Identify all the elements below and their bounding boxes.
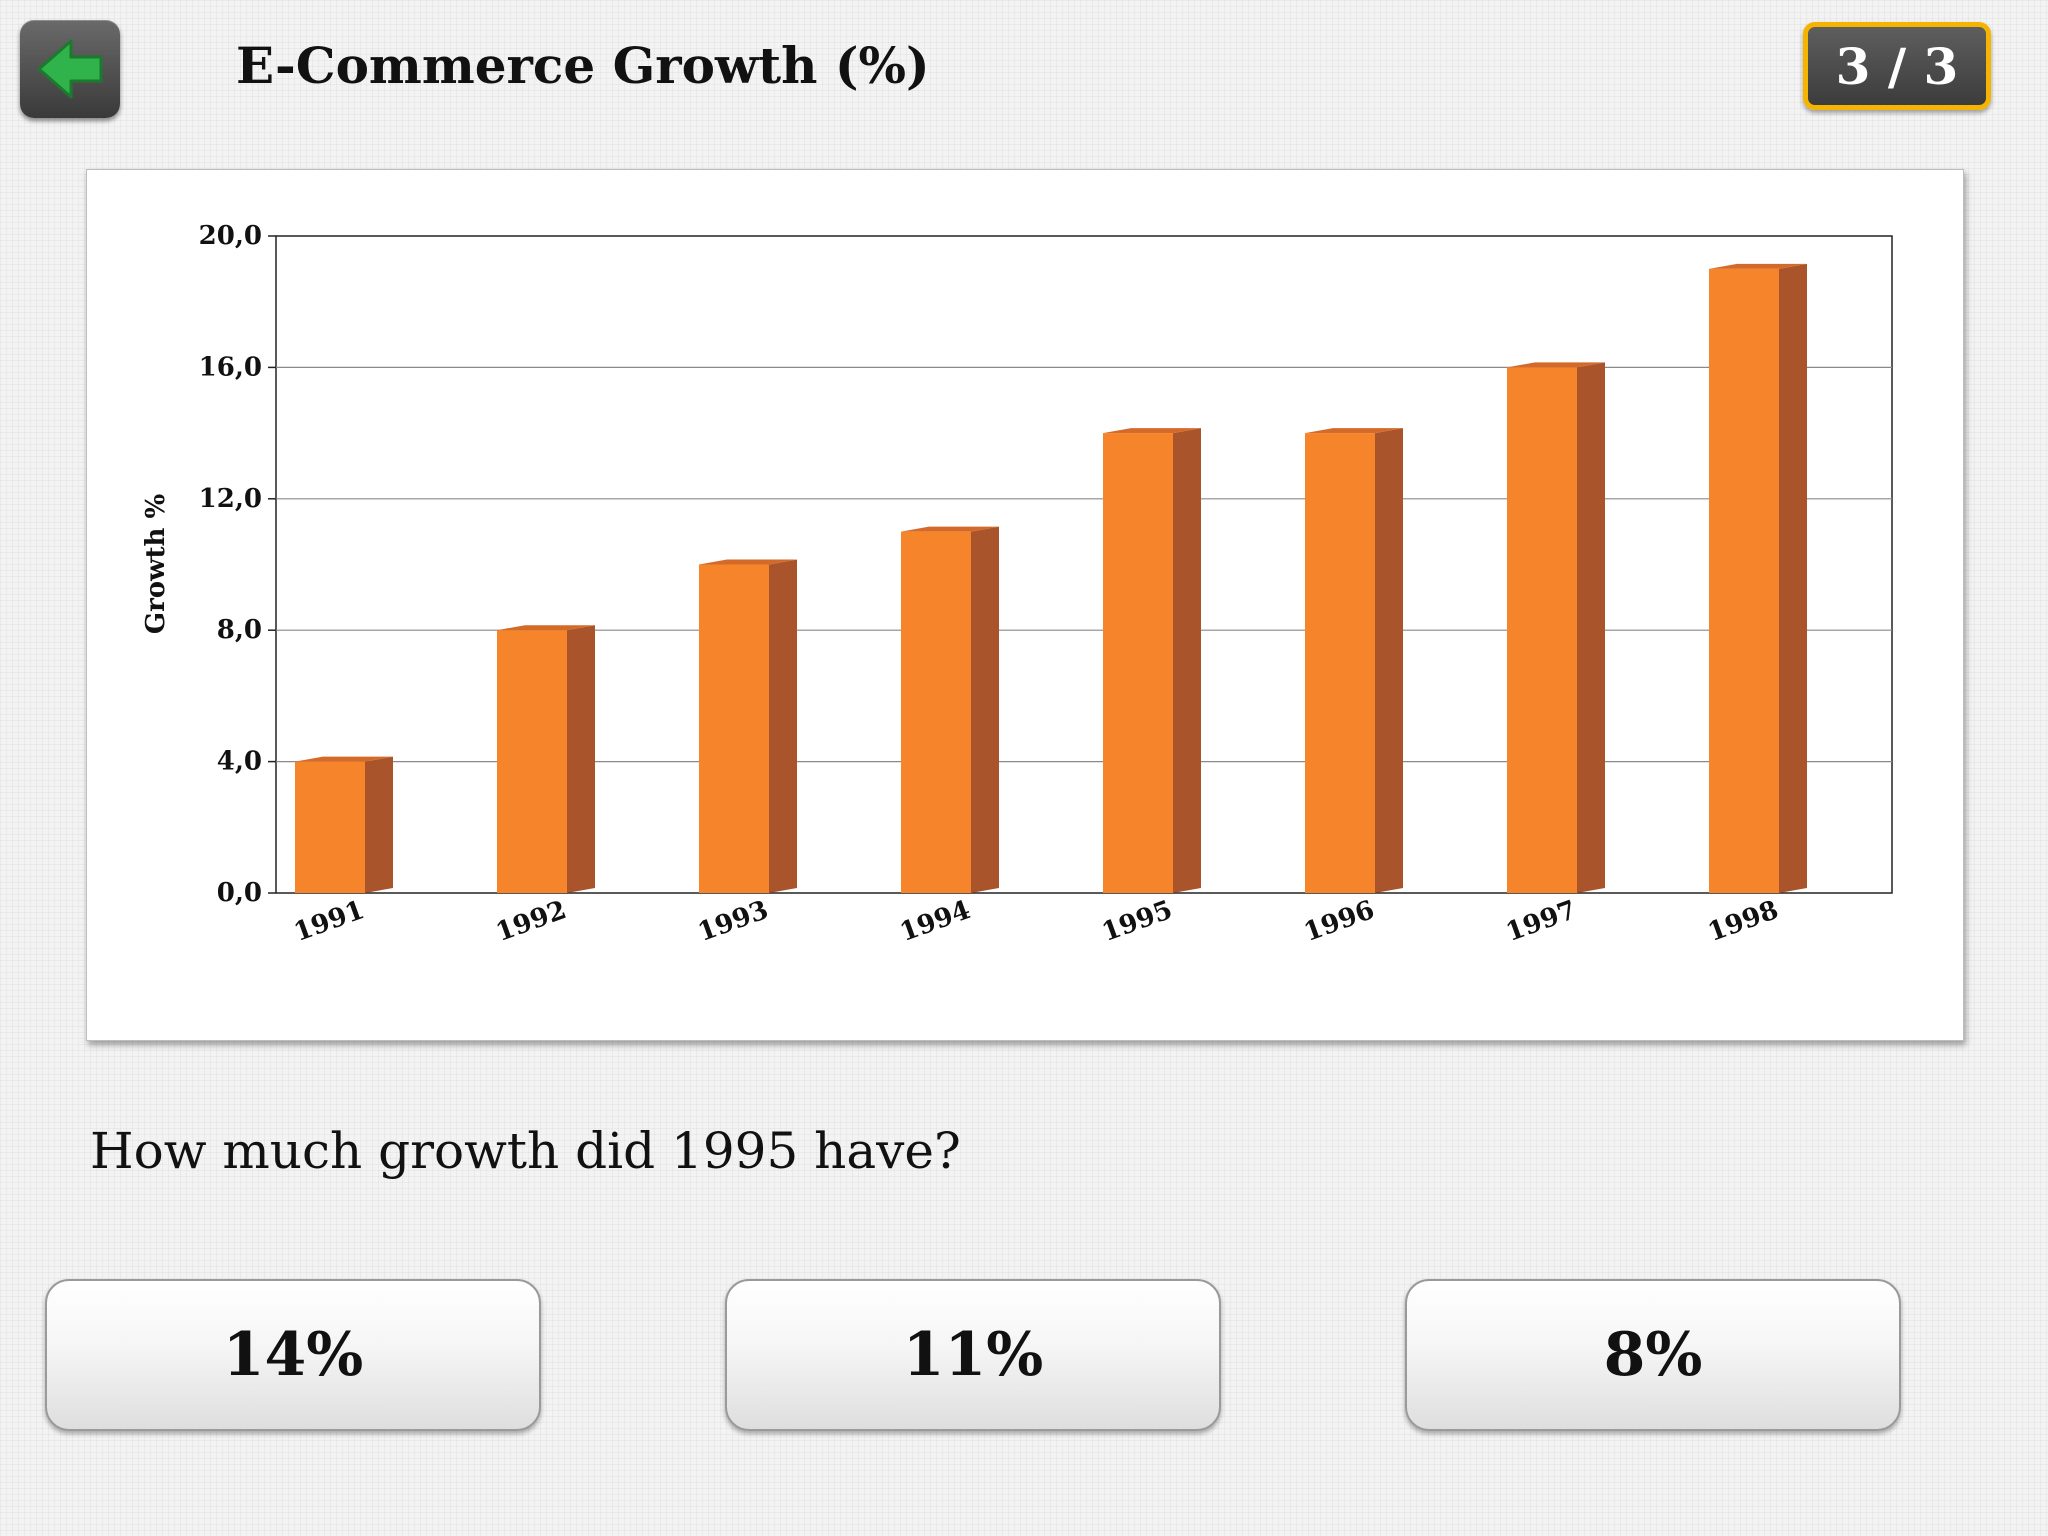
green-arrow-left-icon — [37, 39, 103, 99]
bar-side — [567, 625, 595, 893]
question-text: How much growth did 1995 have? — [90, 1122, 961, 1180]
bar-top — [1305, 428, 1403, 434]
bar-side — [1577, 362, 1605, 893]
x-tick-label: 1996 — [1300, 895, 1378, 948]
x-tick-label: 1997 — [1502, 895, 1580, 948]
y-tick-label: 16,0 — [199, 352, 262, 382]
y-tick-label: 20,0 — [199, 221, 262, 251]
answer-button-1[interactable]: 14% — [45, 1279, 541, 1431]
bar — [1305, 433, 1375, 893]
y-tick-label: 0,0 — [217, 878, 262, 908]
bar-side — [971, 526, 999, 893]
y-tick-label: 4,0 — [217, 747, 262, 777]
y-tick-label: 12,0 — [199, 484, 262, 514]
bar-top — [295, 756, 393, 762]
bar — [1709, 268, 1779, 894]
bar-side — [1779, 263, 1807, 894]
bar — [497, 630, 567, 893]
chart-panel: 0,0 4,0 8,0 12,0 16,0 20,0 Growth % 1991 1992 199… — [86, 169, 1964, 1041]
page-title: E-Commerce Growth (%) — [236, 36, 930, 95]
answer-button-2[interactable]: 11% — [725, 1279, 1221, 1431]
bar — [699, 564, 769, 893]
x-tick-label: 1998 — [1704, 895, 1782, 948]
x-tick-label: 1991 — [290, 895, 368, 948]
bar-top — [1709, 263, 1807, 269]
bar-side — [365, 756, 393, 893]
bar-top — [699, 559, 797, 565]
bar-chart: 0,0 4,0 8,0 12,0 16,0 20,0 Growth % 1991 1992 199… — [141, 221, 1893, 948]
x-tick-label: 1995 — [1098, 895, 1176, 948]
bar-side — [1173, 428, 1201, 893]
bar — [295, 761, 365, 893]
bar-top — [901, 526, 999, 532]
x-tick-label: 1993 — [694, 895, 772, 948]
bar-top — [1507, 362, 1605, 368]
x-tick-label: 1992 — [492, 895, 570, 948]
bar — [1507, 367, 1577, 893]
bar-top — [1103, 428, 1201, 434]
bar-side — [1375, 428, 1403, 893]
page-counter: 3 / 3 — [1803, 22, 1991, 110]
answer-button-3[interactable]: 8% — [1405, 1279, 1901, 1431]
bar — [901, 531, 971, 893]
bar-side — [769, 559, 797, 893]
bar — [1103, 433, 1173, 893]
y-tick-label: 8,0 — [217, 615, 262, 645]
bar-top — [497, 625, 595, 631]
back-button[interactable] — [20, 20, 120, 118]
x-tick-label: 1994 — [896, 895, 974, 948]
y-axis-label: Growth % — [141, 494, 171, 635]
